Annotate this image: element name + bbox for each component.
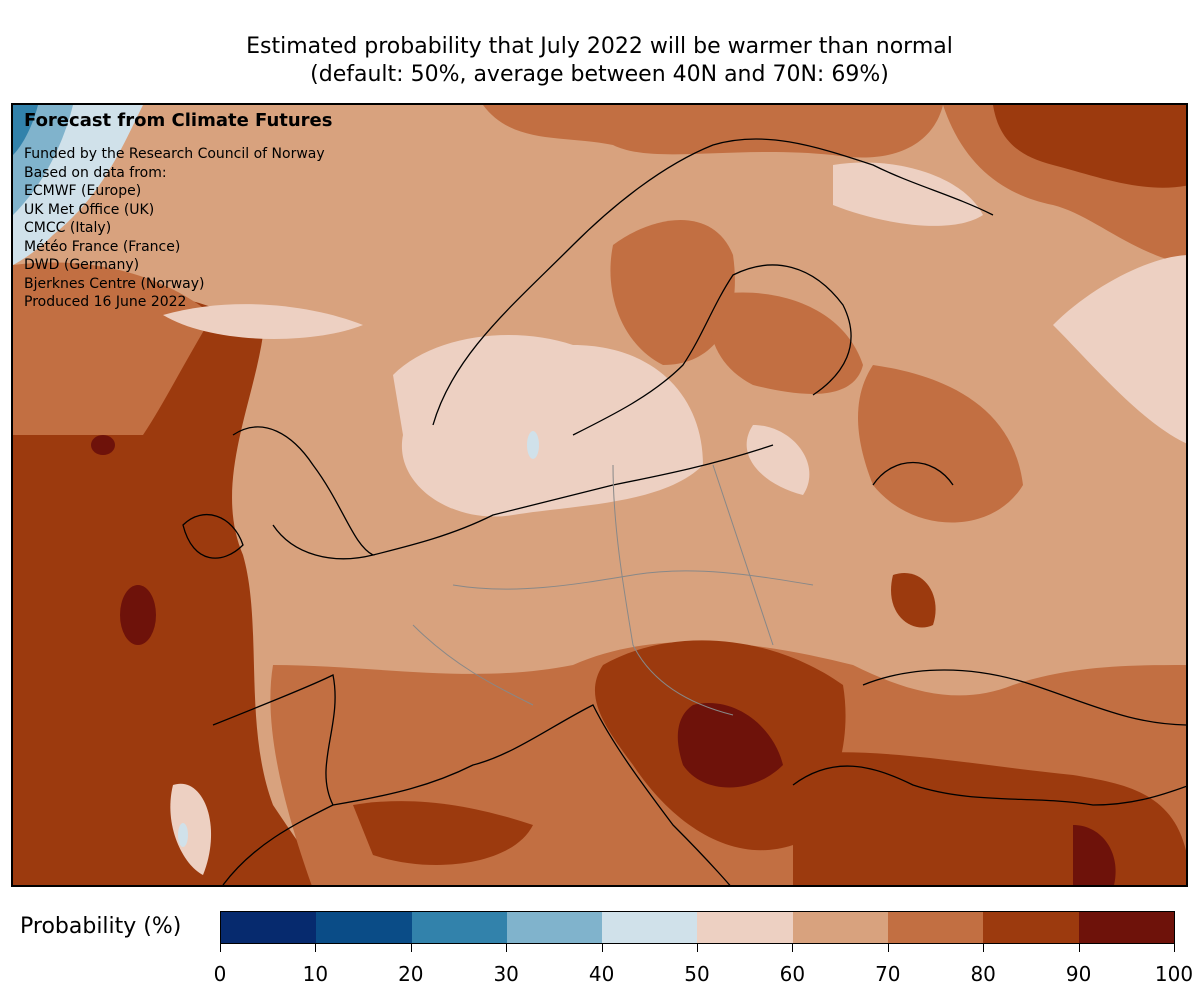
info-line: CMCC (Italy) [24, 220, 112, 236]
colorbar-tick-label: 100 [1154, 962, 1194, 986]
colorbar-segment [1078, 912, 1174, 943]
info-heading: Forecast from Climate Futures [24, 110, 333, 131]
colorbar-tick [315, 944, 317, 952]
colorbar-segment [792, 912, 889, 943]
colorbar-tick-label: 30 [493, 962, 519, 986]
info-line: Météo France (France) [24, 238, 181, 255]
colorbar-tick-label: 90 [1065, 962, 1092, 986]
info-line: UK Met Office (UK) [24, 201, 155, 218]
chart-title: Estimated probability that July 2022 wil… [246, 34, 953, 59]
colorbar-segment [697, 912, 793, 943]
colorbar-segment [316, 912, 412, 943]
colorbar-tick [1078, 944, 1080, 952]
colorbar-tick-label: 10 [302, 962, 329, 986]
colorbar-tick [1174, 944, 1175, 952]
colorbar-tick [410, 944, 412, 952]
colorbar-tick-label: 80 [970, 962, 996, 986]
probability-map [11, 103, 1188, 887]
colorbar-tick-label: 20 [398, 962, 424, 986]
map-shading [13, 105, 1186, 885]
colorbar-tick [792, 944, 794, 952]
chart-subtitle: (default: 50%, average between 40N and 7… [310, 62, 889, 87]
info-box: Forecast from Climate Futures Funded by … [24, 109, 332, 312]
colorbar-tick [220, 944, 221, 952]
colorbar-tick [506, 944, 508, 952]
colorbar-segment [602, 912, 698, 943]
colorbar-segment [221, 912, 317, 943]
info-line: Funded by the Research Council of Norway [24, 146, 325, 162]
colorbar-label: Probability (%) [20, 914, 182, 939]
colorbar-tick-label: 60 [779, 962, 806, 986]
colorbar-tick-label: 70 [875, 962, 901, 986]
info-line: ECMWF (Europe) [24, 183, 142, 199]
info-line: DWD (Germany) [24, 257, 140, 273]
info-line: Based on data from: [24, 164, 167, 181]
colorbar [220, 911, 1175, 944]
colorbar-tick-label: 0 [213, 962, 227, 986]
colorbar-segment [506, 912, 603, 943]
colorbar-tick-label: 50 [684, 962, 710, 986]
colorbar-tick-label: 40 [588, 962, 615, 986]
colorbar-segment [888, 912, 984, 943]
info-line: Produced 16 June 2022 [24, 294, 187, 310]
colorbar-tick [697, 944, 698, 952]
colorbar-tick [983, 944, 985, 952]
colorbar-tick [887, 944, 889, 952]
colorbar-tick [601, 944, 603, 952]
info-line: Bjerknes Centre (Norway) [24, 275, 205, 292]
colorbar-segment [983, 912, 1079, 943]
colorbar-segment [411, 912, 507, 943]
